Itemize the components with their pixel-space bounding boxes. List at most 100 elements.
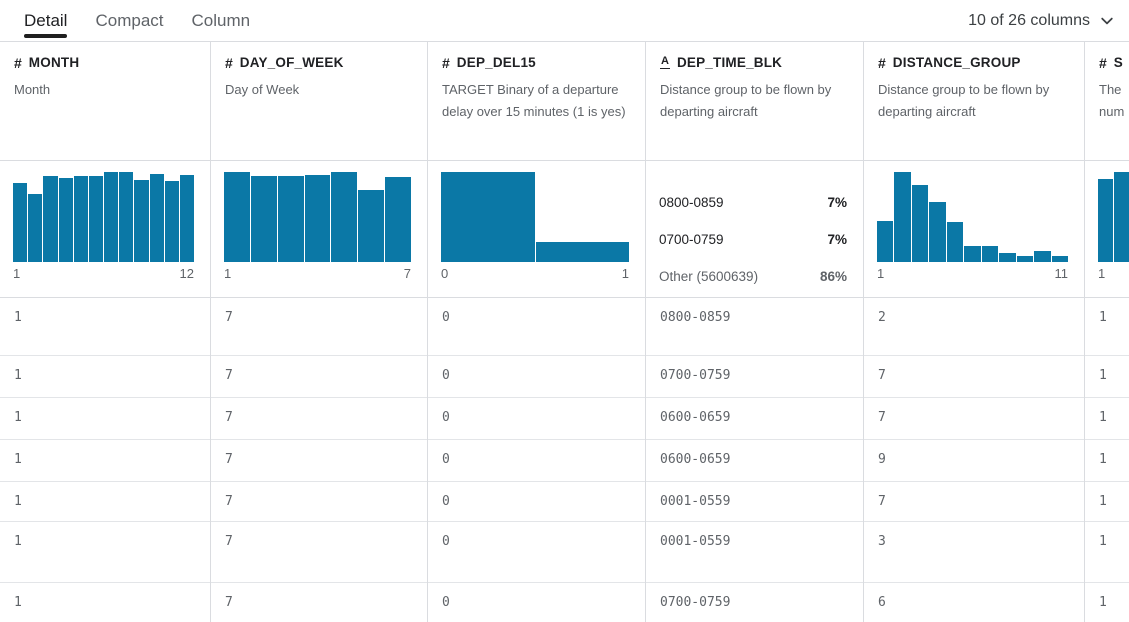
histogram-bar — [58, 178, 73, 262]
cell: 0600-0659 — [646, 398, 863, 440]
text-type-icon: A — [660, 55, 670, 69]
tab-detail[interactable]: Detail — [24, 0, 68, 41]
histogram-axis: 1 — [1098, 266, 1129, 281]
cell: 1 — [1085, 398, 1129, 440]
column-description: TARGET Binary of a departure delay over … — [442, 82, 626, 119]
view-tabbar: Detail Compact Column 10 of 26 columns — [0, 0, 1129, 42]
tab-column[interactable]: Column — [192, 0, 251, 41]
column-name-row: # DAY_OF_WEEK — [225, 55, 413, 70]
histogram-bar — [999, 253, 1016, 262]
axis-min-label: 1 — [224, 266, 232, 281]
histogram-bar — [164, 181, 179, 262]
cell: 7 — [211, 298, 427, 356]
histogram-bar — [1098, 179, 1113, 262]
axis-max-label: 1 — [621, 266, 629, 281]
histogram-bar — [119, 172, 134, 262]
histogram-bar — [104, 172, 119, 262]
cell: 9 — [864, 440, 1084, 482]
column-name: DISTANCE_GROUP — [892, 55, 1021, 70]
histogram-bar — [1114, 172, 1129, 262]
cell: 0600-0659 — [646, 440, 863, 482]
column-s: # S The num 1 1 1 1 1 1 1 1 — [1085, 42, 1129, 622]
cell: 1 — [0, 440, 210, 482]
histogram-bar — [358, 190, 385, 262]
column-description: Month — [14, 82, 51, 97]
cell: 6 — [864, 583, 1084, 622]
histogram — [13, 172, 195, 262]
numeric-type-icon: # — [14, 54, 22, 71]
cell: 0700-0759 — [646, 583, 863, 622]
tab-label: Detail — [24, 10, 68, 30]
column-distance_group: # DISTANCE_GROUP Distance group to be flow… — [864, 42, 1085, 622]
cell: 1 — [0, 583, 210, 622]
axis-min-label: 0 — [441, 266, 449, 281]
column-header[interactable]: # DISTANCE_GROUP Distance group to be flow… — [864, 42, 1084, 161]
histogram-bar — [13, 183, 28, 262]
cell: 0 — [428, 583, 645, 622]
cell: 0 — [428, 522, 645, 583]
cell: 7 — [211, 482, 427, 522]
tab-label: Compact — [95, 10, 164, 30]
active-tab-underline — [24, 34, 68, 38]
column-header[interactable]: A DEP_TIME_BLK Distance group to be flown … — [646, 42, 863, 161]
histogram-bar — [304, 175, 331, 262]
numeric-type-icon: # — [1099, 54, 1107, 71]
cell: 1 — [0, 298, 210, 356]
histogram-bar — [331, 172, 358, 262]
numeric-type-icon: # — [442, 54, 450, 71]
cell: 1 — [0, 482, 210, 522]
category-row: 0700-0759 7% — [659, 227, 847, 251]
cell: 1 — [1085, 356, 1129, 398]
column-header[interactable]: # DEP_DEL15 TARGET Binary of a departure d… — [428, 42, 645, 161]
column-header[interactable]: # S The num — [1085, 42, 1129, 161]
histogram-bar — [441, 172, 535, 262]
category-row: 0800-0859 7% — [659, 190, 847, 214]
cell: 3 — [864, 522, 1084, 583]
histogram-axis: 1 12 — [13, 266, 194, 281]
category-percent: 86% — [819, 268, 847, 284]
tab-compact[interactable]: Compact — [95, 0, 163, 41]
cell: 1 — [0, 356, 210, 398]
view-tabs: Detail Compact Column — [24, 0, 250, 41]
histogram-bar — [385, 177, 412, 262]
cell: 0700-0759 — [646, 356, 863, 398]
cell: 7 — [211, 398, 427, 440]
column-dep_del15: # DEP_DEL15 TARGET Binary of a departure d… — [428, 42, 646, 622]
histogram-bar — [88, 176, 104, 262]
histogram-bar — [224, 172, 250, 262]
cell: 1 — [1085, 482, 1129, 522]
cell: 7 — [864, 356, 1084, 398]
columns-selector[interactable]: 10 of 26 columns — [968, 12, 1115, 30]
histogram-bar — [1016, 256, 1034, 262]
column-summary: 1 — [1085, 161, 1129, 298]
column-description: Distance group to be flown by departing … — [660, 82, 832, 119]
axis-max-label: 7 — [403, 266, 411, 281]
column-header[interactable]: # DAY_OF_WEEK Day of Week — [211, 42, 427, 161]
histogram-bar — [981, 246, 999, 262]
column-header[interactable]: # MONTH Month — [0, 42, 210, 161]
histogram-bar — [894, 172, 911, 262]
histogram — [1098, 172, 1129, 262]
category-percent: 7% — [827, 231, 847, 247]
column-name-row: A DEP_TIME_BLK — [660, 55, 849, 70]
column-dep_time_blk: A DEP_TIME_BLK Distance group to be flown … — [646, 42, 864, 622]
histogram-axis: 1 11 — [877, 266, 1068, 281]
cell: 0 — [428, 356, 645, 398]
cell: 0800-0859 — [646, 298, 863, 356]
histogram-bar — [277, 176, 304, 262]
histogram-bar — [877, 221, 894, 262]
histogram-bar — [250, 176, 277, 262]
axis-min-label: 1 — [877, 266, 885, 281]
category-label: Other (5600639) — [659, 268, 759, 284]
histogram-bar — [1034, 251, 1051, 262]
cell: 7 — [864, 398, 1084, 440]
cell: 1 — [1085, 440, 1129, 482]
